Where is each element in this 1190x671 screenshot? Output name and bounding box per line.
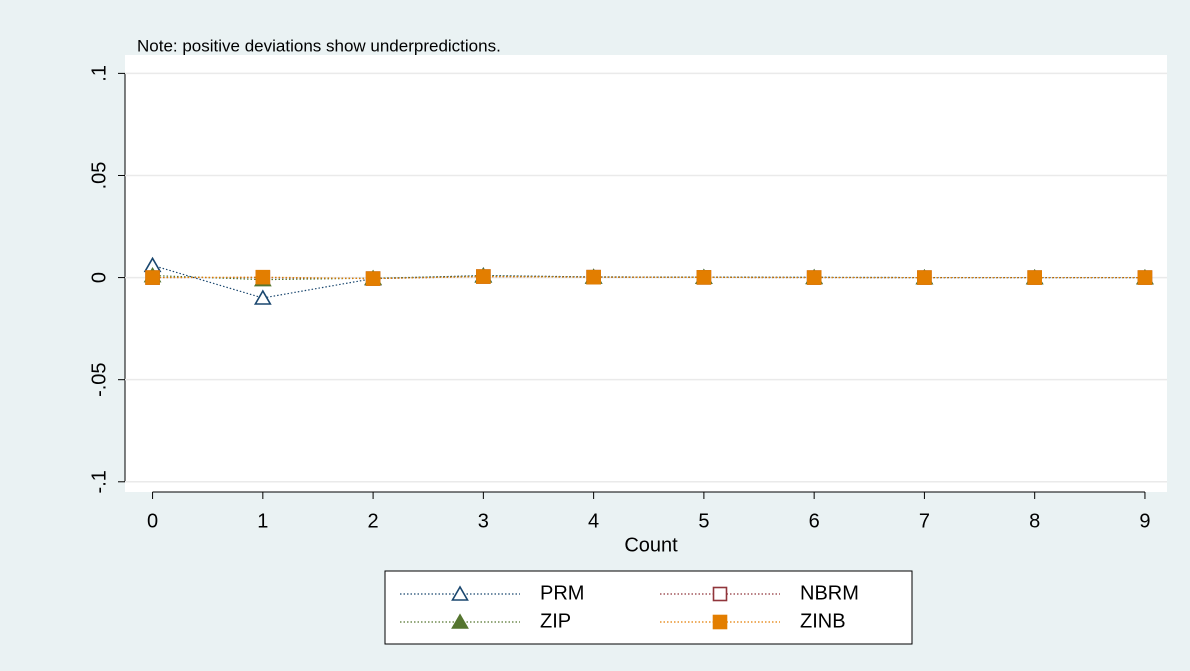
data-point [586, 269, 601, 285]
legend-marker [451, 585, 469, 601]
data-point [1137, 270, 1153, 285]
legend-label: PRM [540, 582, 584, 604]
x-tick-label: 8 [1029, 510, 1040, 532]
legend [384, 570, 913, 645]
legend-label: ZINB [800, 610, 846, 632]
x-tick-label: 5 [698, 510, 709, 532]
legend-label: ZIP [540, 610, 571, 632]
x-tick-label: 6 [809, 510, 820, 532]
x-axis-label: Count [624, 534, 678, 556]
data-point [476, 269, 491, 284]
x-tick-label: 9 [1139, 510, 1150, 532]
data-point [806, 270, 822, 285]
x-tick-label: 4 [588, 510, 599, 532]
legend-marker [712, 614, 728, 630]
legend-marker [451, 613, 469, 629]
legend-label: NBRM [800, 582, 859, 604]
x-tick-label: 2 [368, 510, 379, 532]
note: Note: positive deviations show underpred… [137, 36, 501, 55]
plot-area [125, 55, 1167, 492]
x-tick-label: 7 [919, 510, 930, 532]
data-point [696, 270, 712, 285]
y-tick-label: 0 [88, 272, 110, 283]
x-tick-label: 1 [257, 510, 268, 532]
data-point [255, 269, 271, 285]
y-tick-label: .05 [88, 162, 110, 190]
data-point [145, 270, 160, 285]
y-tick-label: -.1 [88, 470, 110, 493]
series-line [152, 275, 1145, 280]
x-tick-label: 0 [147, 510, 158, 532]
legend-marker [712, 586, 728, 602]
y-tick-label: -.05 [88, 362, 110, 396]
y-tick-label: .1 [88, 65, 110, 82]
data-point [253, 289, 272, 305]
x-tick-label: 3 [478, 510, 489, 532]
data-point [1027, 270, 1042, 285]
data-point [365, 271, 381, 286]
data-point [917, 270, 932, 285]
